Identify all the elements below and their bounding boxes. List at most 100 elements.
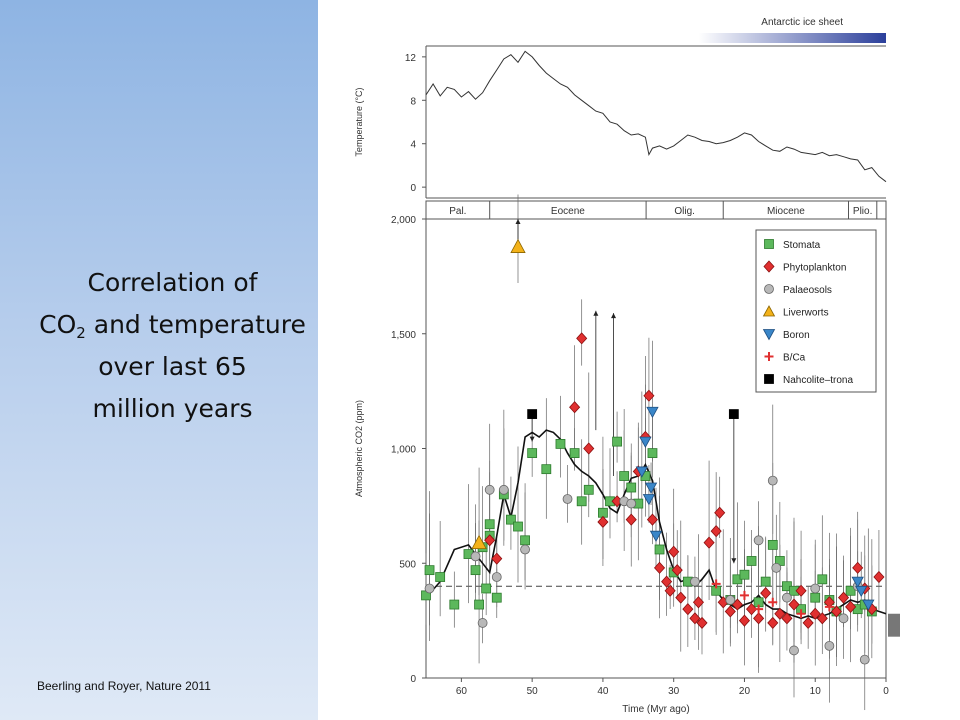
data-point-stomata: [527, 448, 538, 458]
limit-arrow-head: [593, 310, 599, 316]
data-point-phytoplankton: [830, 605, 843, 618]
title-panel: [0, 0, 318, 720]
co2-x-tick-label: 40: [597, 686, 609, 697]
data-point-boron: [639, 436, 652, 448]
data-point-phytoplankton: [873, 570, 885, 584]
data-point-stomata: [760, 576, 771, 587]
data-point-stomata: [470, 565, 481, 576]
co2-x-tick-label: 60: [456, 686, 468, 697]
data-point-palaeosols: [520, 544, 530, 555]
data-point-liverworts: [510, 238, 526, 253]
legend-marker-liverworts: [762, 305, 776, 317]
data-point-phytoplankton: [484, 534, 496, 547]
data-point-palaeosols: [424, 583, 435, 594]
co2-x-tick-label: 20: [739, 686, 751, 697]
data-point-stomata: [541, 464, 552, 475]
data-point-stomata: [767, 539, 778, 550]
data-point-palaeosols: [771, 562, 782, 573]
title-line-2-rest: and temperature: [85, 310, 306, 339]
data-point-palaeosols: [838, 613, 849, 624]
data-point-phytoplankton: [583, 442, 595, 455]
legend-box: [755, 229, 877, 393]
data-point-phytoplankton: [745, 603, 758, 616]
data-point-stomata: [449, 599, 460, 610]
data-point-phytoplankton: [788, 598, 800, 611]
data-point-stomata: [424, 565, 435, 576]
epoch-label: Plio.: [853, 206, 872, 217]
data-point-stomata: [491, 592, 502, 603]
data-point-phytoplankton: [661, 575, 673, 588]
co2-x-tick-label: 50: [527, 686, 539, 697]
co2-x-label: Time (Myr ago): [622, 704, 689, 715]
data-point-palaeosols: [824, 640, 835, 651]
data-point-liverworts: [471, 534, 487, 549]
limit-arrow-head: [529, 436, 535, 442]
data-point-phytoplankton: [653, 561, 666, 574]
series-liverworts: [471, 238, 526, 549]
co2-temperature-figure: 0 4 8 12 Temperature (°C) Antarctic ice sheet…: [354, 17, 900, 715]
title-line-3: over last 65: [98, 352, 247, 381]
title-line-1: Correlation of: [87, 268, 258, 297]
limit-arrow-head: [611, 313, 617, 319]
data-point-phytoplankton: [767, 616, 779, 630]
data-point-phytoplankton: [724, 605, 736, 618]
slide-title: Correlation of CO2 and temperature over …: [0, 262, 345, 430]
epoch-label: Eocene: [551, 206, 585, 217]
data-point-boron: [649, 530, 663, 543]
series-palaeosols: [424, 475, 870, 665]
data-point-stomata: [746, 556, 757, 566]
co2-y-tick-label: 500: [399, 559, 416, 570]
limit-arrow-head: [731, 558, 737, 564]
data-point-phytoplankton: [760, 586, 772, 600]
data-point-stomata: [845, 585, 856, 596]
co2-x-tick-label: 10: [810, 686, 822, 697]
ice-sheet-bar: [698, 33, 886, 43]
data-point-phytoplankton: [692, 596, 705, 609]
co2-y-tick-label: 1,000: [391, 445, 416, 456]
series-nahcolite-trona: [527, 409, 739, 419]
data-point-palaeosols: [725, 595, 736, 605]
legend-marker-nahcolite-trona: [764, 374, 774, 384]
data-point-palaeosols: [477, 618, 488, 628]
temp-y-tick-label: 12: [405, 53, 417, 64]
data-point-nahcolite-trona: [527, 409, 538, 419]
data-point-stomata: [612, 436, 622, 447]
series-boron: [635, 406, 875, 611]
epoch-label: Olig.: [674, 206, 695, 217]
limit-arrow-head: [515, 219, 521, 224]
data-point-palaeosols: [753, 535, 764, 546]
series-stomata: [421, 436, 877, 617]
epoch-band: [425, 200, 887, 220]
data-point-phytoplankton: [802, 616, 814, 630]
temp-y-label: Temperature (°C): [354, 87, 364, 156]
legend-marker-boron: [762, 329, 776, 341]
data-point-palaeosols: [789, 645, 799, 656]
data-point-phytoplankton: [675, 591, 687, 604]
data-point-stomata: [654, 544, 665, 555]
data-point-palaeosols: [562, 494, 573, 504]
data-point-palaeosols: [690, 576, 700, 587]
data-point-palaeosols: [498, 484, 509, 495]
title-co: CO: [39, 310, 77, 339]
data-point-phytoplankton: [646, 513, 659, 526]
legend-label-nahcolite-trona: Nahcolite–trona: [783, 375, 853, 386]
co2-x-tick-label: 30: [668, 686, 680, 697]
data-point-stomata: [583, 484, 594, 495]
data-point-palaeosols: [810, 583, 821, 594]
title-line-4: million years: [92, 394, 253, 423]
title-line-2: CO2 and temperature: [0, 304, 345, 346]
data-point-phytoplankton: [671, 564, 683, 577]
data-point-phytoplankton: [710, 525, 722, 538]
data-point-b-ca: [824, 602, 834, 612]
data-point-palaeosols: [470, 551, 481, 562]
data-point-phytoplankton: [837, 591, 850, 604]
legend-marker-phytoplankton: [763, 260, 775, 273]
legend-marker-b-ca: [764, 352, 774, 361]
epoch-label: Miocene: [767, 206, 805, 217]
data-point-phytoplankton: [597, 515, 609, 529]
co2-y-tick-label: 1,500: [391, 330, 416, 341]
chart-legend: Stomata Phytoplankton Palaeosols Liverworts…: [755, 229, 877, 393]
data-point-phytoplankton: [696, 616, 708, 630]
temp-y-tick-label: 0: [410, 183, 416, 194]
legend-marker-palaeosols: [764, 284, 774, 294]
